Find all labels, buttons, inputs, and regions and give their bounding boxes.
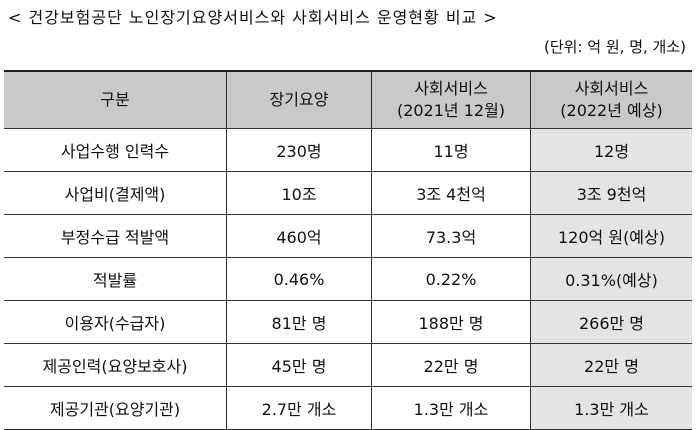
column-header: 장기요양 — [226, 70, 372, 129]
title: < 건강보험공단 노인장기요양서비스와 사회서비스 운영현황 비교 > — [8, 8, 498, 27]
cell: 22만 명 — [530, 343, 692, 387]
unit-note: (단위: 억 원, 명, 개소) — [544, 38, 686, 56]
header-line: (2021년 12월) — [396, 101, 506, 120]
header-line: 사회서비스 — [574, 79, 649, 98]
cell: 460억 — [226, 214, 372, 258]
table-body: 사업수행 인력수 230명 11명 12명 사업비(결제액) 10조 3조 4천억 3조 9천… — [4, 128, 692, 430]
cell: 120억 원(예상) — [530, 214, 692, 258]
row-label: 사업수행 인력수 — [4, 128, 227, 172]
row-label: 부정수급 적발액 — [4, 214, 227, 258]
table-row: 사업수행 인력수 230명 11명 12명 — [4, 128, 692, 172]
table-row: 제공기관(요양기관) 2.7만 개소 1.3만 개소 1.3만 개소 — [4, 386, 692, 430]
cell: 0.31%(예상) — [530, 257, 692, 301]
cell: 12명 — [530, 128, 692, 172]
cell: 3조 4천억 — [371, 171, 531, 215]
cell: 73.3억 — [371, 214, 531, 258]
table-row: 제공인력(요양보호사) 45만 명 22만 명 22만 명 — [4, 343, 692, 387]
column-header: 사회서비스 (2022년 예상) — [530, 70, 692, 129]
column-header: 사회서비스 (2021년 12월) — [371, 70, 531, 129]
row-label: 제공인력(요양보호사) — [4, 343, 227, 387]
row-label: 적발률 — [4, 257, 227, 301]
table-row: 적발률 0.46% 0.22% 0.31%(예상) — [4, 257, 692, 301]
cell: 266만 명 — [530, 300, 692, 344]
column-header: 구분 — [4, 70, 227, 129]
cell: 2.7만 개소 — [226, 386, 372, 430]
cell: 45만 명 — [226, 343, 372, 387]
header-line: (2022년 예상) — [560, 101, 663, 120]
cell: 0.46% — [226, 257, 372, 301]
cell: 22만 명 — [371, 343, 531, 387]
table-row: 사업비(결제액) 10조 3조 4천억 3조 9천억 — [4, 171, 692, 215]
cell: 1.3만 개소 — [530, 386, 692, 430]
cell: 10조 — [226, 171, 372, 215]
cell: 0.22% — [371, 257, 531, 301]
cell: 3조 9천억 — [530, 171, 692, 215]
table-row: 부정수급 적발액 460억 73.3억 120억 원(예상) — [4, 214, 692, 258]
header-line: 장기요양 — [269, 90, 329, 109]
header-line: 사회서비스 — [414, 79, 488, 98]
table-row: 이용자(수급자) 81만 명 188만 명 266만 명 — [4, 300, 692, 344]
table-head: 구분 장기요양 사회서비스 (2021년 12월) 사회서비스 (2022년 예상) — [4, 70, 692, 129]
comparison-table: 구분 장기요양 사회서비스 (2021년 12월) 사회서비스 (2022년 예상) 사업… — [4, 70, 692, 430]
header-row: 구분 장기요양 사회서비스 (2021년 12월) 사회서비스 (2022년 예상) — [4, 70, 692, 129]
row-label: 사업비(결제액) — [4, 171, 227, 215]
cell: 11명 — [371, 128, 531, 172]
cell: 230명 — [226, 128, 372, 172]
row-label: 제공기관(요양기관) — [4, 386, 227, 430]
header-line: 구분 — [100, 90, 130, 109]
cell: 81만 명 — [226, 300, 372, 344]
cell: 1.3만 개소 — [371, 386, 531, 430]
row-label: 이용자(수급자) — [4, 300, 227, 344]
cell: 188만 명 — [371, 300, 531, 344]
